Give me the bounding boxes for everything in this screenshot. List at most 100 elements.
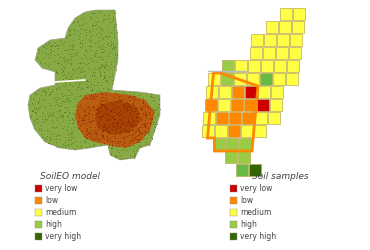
Point xyxy=(80,27,86,31)
Point xyxy=(57,114,63,118)
Point xyxy=(147,116,152,120)
Bar xyxy=(222,60,234,72)
Point xyxy=(88,93,94,97)
Point xyxy=(46,101,52,105)
Point xyxy=(94,107,100,111)
Point xyxy=(57,109,63,113)
Point xyxy=(54,91,60,95)
Point xyxy=(105,35,111,39)
Bar xyxy=(266,21,278,33)
Point xyxy=(65,143,71,147)
Point xyxy=(127,120,132,124)
Point xyxy=(71,104,77,108)
Point xyxy=(124,148,130,152)
Point xyxy=(70,111,76,115)
Point xyxy=(63,48,69,52)
Point xyxy=(78,22,84,26)
Point xyxy=(111,110,117,114)
Bar xyxy=(262,47,275,59)
Point xyxy=(85,104,91,108)
Point xyxy=(47,103,53,107)
Point xyxy=(129,121,135,125)
Point xyxy=(135,134,141,138)
Point xyxy=(68,52,74,56)
Point xyxy=(51,59,57,63)
Point xyxy=(114,120,120,124)
Point xyxy=(63,76,69,80)
Point xyxy=(56,60,61,64)
Point xyxy=(75,104,81,108)
Point xyxy=(115,108,121,112)
Point xyxy=(50,131,56,135)
Point xyxy=(97,100,103,104)
Point xyxy=(73,80,79,84)
Point xyxy=(40,135,46,139)
Point xyxy=(52,102,58,106)
Point xyxy=(54,109,60,113)
Point xyxy=(152,125,158,129)
Point xyxy=(121,141,127,145)
Point xyxy=(67,77,73,81)
Point xyxy=(118,108,124,112)
Point xyxy=(40,66,46,70)
Point xyxy=(68,127,74,131)
Point xyxy=(101,125,107,129)
Point xyxy=(130,101,136,105)
Point xyxy=(61,105,67,109)
Point xyxy=(134,112,140,116)
Point xyxy=(109,106,115,110)
Point xyxy=(105,13,111,17)
Point xyxy=(110,78,116,82)
Point xyxy=(63,144,68,148)
Point xyxy=(148,120,154,124)
Point xyxy=(134,136,140,140)
Point xyxy=(41,97,47,101)
Point xyxy=(86,130,92,134)
Point xyxy=(71,52,77,56)
Point xyxy=(114,52,120,56)
Point xyxy=(75,104,81,108)
Point xyxy=(106,88,112,92)
Point xyxy=(39,47,45,51)
Point xyxy=(136,110,142,114)
Point xyxy=(132,122,138,126)
Point xyxy=(87,79,92,83)
Point xyxy=(75,20,81,24)
Point xyxy=(116,144,122,148)
Point xyxy=(111,56,117,60)
Point xyxy=(81,108,87,112)
Point xyxy=(114,41,120,45)
Point xyxy=(101,122,107,126)
Point xyxy=(138,117,144,121)
Point xyxy=(88,17,94,21)
Point xyxy=(111,110,117,114)
Point xyxy=(133,148,139,152)
Point xyxy=(31,118,37,122)
Point xyxy=(93,32,99,36)
Point xyxy=(116,118,122,122)
Point xyxy=(54,144,60,148)
Point xyxy=(117,124,122,128)
Point xyxy=(51,114,57,118)
Point xyxy=(113,105,119,109)
Point xyxy=(63,97,69,101)
Point xyxy=(46,113,51,117)
Point xyxy=(100,44,105,48)
Point xyxy=(43,42,49,46)
Bar xyxy=(243,99,256,111)
Point xyxy=(71,112,77,116)
Point xyxy=(96,102,102,106)
Point xyxy=(70,68,75,71)
Point xyxy=(89,89,95,93)
Point xyxy=(51,96,57,100)
Point xyxy=(53,98,59,102)
Point xyxy=(45,42,51,46)
Point xyxy=(84,114,90,117)
Point xyxy=(100,136,105,140)
Point xyxy=(125,101,131,105)
Point xyxy=(144,101,150,105)
Point xyxy=(138,98,144,102)
Point xyxy=(75,119,81,123)
Point xyxy=(65,114,71,118)
Point xyxy=(79,128,85,132)
